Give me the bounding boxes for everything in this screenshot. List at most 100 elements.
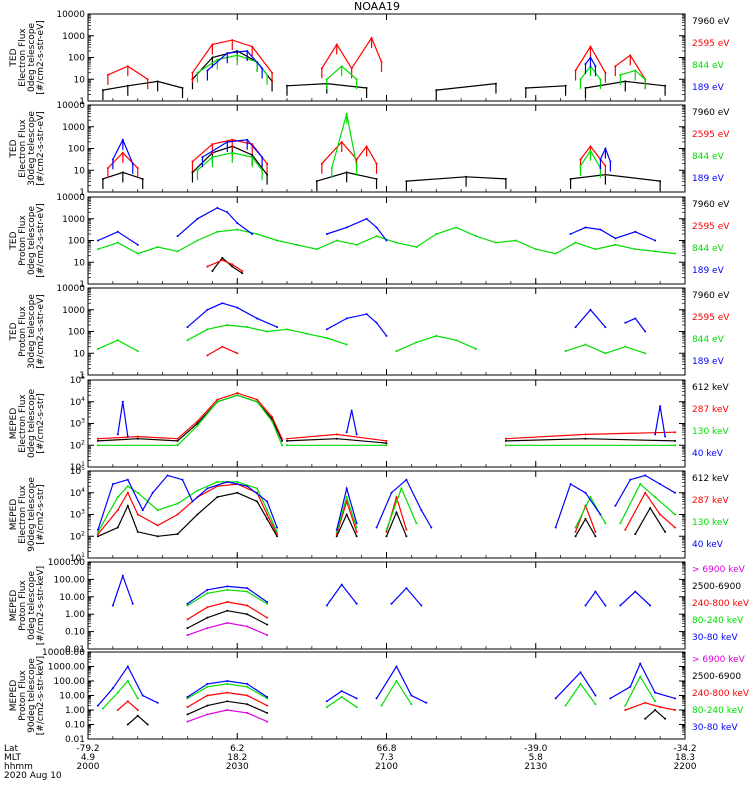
data-point <box>420 509 423 512</box>
data-point <box>196 169 199 172</box>
series-line <box>565 682 596 706</box>
data-point <box>435 334 438 337</box>
data-point <box>226 585 229 588</box>
data-point <box>654 709 657 711</box>
data-point <box>191 160 194 163</box>
data-point <box>146 723 149 726</box>
x-tick-lat: -79.2 <box>76 744 99 754</box>
data-point <box>106 167 109 170</box>
data-point <box>176 513 179 516</box>
data-point <box>236 491 239 494</box>
data-point <box>355 530 358 533</box>
data-point <box>644 352 647 355</box>
series-2500-6900 <box>126 700 667 726</box>
data-point <box>231 39 234 42</box>
series-layer <box>96 392 677 447</box>
data-point <box>340 695 343 698</box>
data-point <box>246 703 249 706</box>
data-point <box>266 173 269 176</box>
data-point <box>435 232 438 235</box>
data-point <box>320 162 323 165</box>
legend-entry: 612 keV <box>692 474 729 484</box>
y-tick-label: 10 <box>74 166 86 176</box>
legend-entry: 844 eV <box>692 152 725 162</box>
series-line <box>376 665 427 704</box>
data-point <box>430 526 433 529</box>
data-point <box>305 332 308 335</box>
data-point <box>266 602 269 605</box>
data-point <box>266 634 269 637</box>
panel-ylabel: TEDElectron Flux30deg telescope[#/cm2-s-… <box>9 111 46 186</box>
data-point <box>654 700 657 703</box>
data-point <box>599 513 602 516</box>
data-point <box>266 695 269 698</box>
data-point <box>340 65 343 68</box>
data-point <box>246 604 249 607</box>
data-point <box>589 56 592 59</box>
data-point <box>345 513 348 516</box>
data-point <box>246 485 249 488</box>
y-tick-label: 103 <box>70 509 85 521</box>
y-tick-label: 105 <box>70 465 85 477</box>
data-point <box>355 164 358 167</box>
panel-frame <box>87 13 686 102</box>
data-point <box>176 439 179 442</box>
y-tick-label: 1000 <box>62 306 85 316</box>
data-point <box>266 601 269 604</box>
y-tick-label: 100 <box>68 328 85 338</box>
ylabel-line: Proton Flux <box>18 580 28 631</box>
data-point <box>276 533 279 536</box>
data-point <box>116 241 119 244</box>
data-point <box>415 246 418 249</box>
legend-entry: 844 eV <box>692 335 725 345</box>
y-tick-label: 1 <box>79 97 85 107</box>
data-point <box>116 433 119 436</box>
data-point <box>355 535 358 538</box>
data-point <box>634 590 637 593</box>
data-point <box>325 706 328 709</box>
data-point <box>271 415 274 418</box>
series-2595-ev <box>106 36 647 90</box>
ylabel-line: [#/cm2-s-str] <box>36 393 46 453</box>
data-point <box>226 588 229 591</box>
data-point <box>186 604 189 607</box>
data-point <box>385 528 388 531</box>
legend-entry: 240-800 keV <box>692 689 750 699</box>
series-844-ev <box>196 112 602 181</box>
data-point <box>584 63 587 66</box>
data-point <box>589 145 592 148</box>
x-tick-mlt: 7.3 <box>379 753 393 763</box>
data-point <box>181 86 184 89</box>
data-point <box>674 431 677 434</box>
legend-entry: 2595 eV <box>692 39 730 49</box>
data-point <box>156 524 159 527</box>
data-point <box>206 69 209 72</box>
data-point <box>365 86 368 89</box>
data-point <box>335 535 338 538</box>
data-point <box>390 491 393 494</box>
series-line <box>211 257 243 274</box>
data-point <box>634 533 637 536</box>
data-point <box>226 682 229 685</box>
legend-entry: 2595 eV <box>692 313 730 323</box>
data-point <box>624 528 627 531</box>
data-point <box>266 517 269 520</box>
data-point <box>136 437 139 440</box>
legend-entry: 2500-6900 <box>692 672 741 682</box>
data-point <box>584 86 587 89</box>
ylabel-line: TED <box>9 322 19 341</box>
series-line <box>187 589 268 607</box>
data-point <box>116 691 119 694</box>
series-line <box>321 141 378 165</box>
data-point <box>276 326 279 329</box>
data-point <box>281 444 284 447</box>
data-point <box>624 345 627 348</box>
data-point <box>320 67 323 70</box>
data-point <box>216 230 219 233</box>
data-point <box>365 145 368 148</box>
data-point <box>126 84 129 87</box>
data-point <box>604 604 607 607</box>
data-point <box>644 491 647 494</box>
data-point <box>236 352 239 355</box>
